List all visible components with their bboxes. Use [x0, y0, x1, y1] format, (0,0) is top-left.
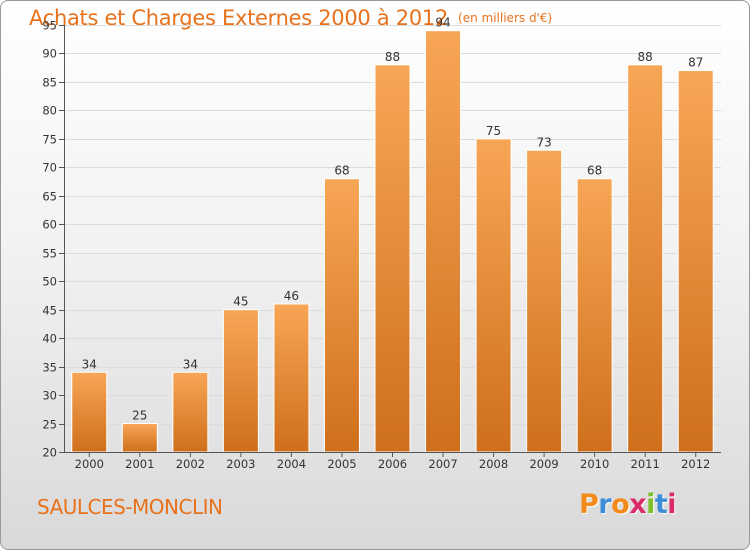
bar-2001[interactable] — [121, 423, 158, 453]
bar-2000[interactable] — [71, 371, 108, 453]
y-tick-label: 70 — [42, 161, 57, 175]
value-label: 34 — [82, 357, 97, 371]
x-tick-label: 2009 — [529, 457, 558, 471]
bar-2004[interactable] — [273, 303, 310, 453]
y-tick-label: 35 — [42, 361, 57, 375]
logo-letter: o — [611, 489, 630, 520]
value-label: 73 — [536, 135, 551, 149]
bar-2012[interactable] — [677, 70, 714, 453]
x-tick-label: 2010 — [580, 457, 609, 471]
bar-2005[interactable] — [323, 178, 360, 453]
x-tick-label: 2007 — [428, 457, 457, 471]
value-label: 34 — [183, 357, 198, 371]
x-tick-label: 2004 — [277, 457, 306, 471]
y-tick-label: 40 — [42, 332, 57, 346]
y-tick-label: 75 — [42, 133, 57, 147]
value-label: 45 — [233, 295, 248, 309]
x-tick-label: 2006 — [378, 457, 407, 471]
value-label: 94 — [435, 16, 450, 30]
x-tick-label: 2005 — [327, 457, 356, 471]
value-label: 68 — [587, 164, 602, 178]
bar-2009[interactable] — [526, 149, 563, 453]
logo-letter: i — [646, 489, 655, 520]
value-label: 46 — [284, 289, 299, 303]
x-tick-label: 2008 — [479, 457, 508, 471]
bar-2007[interactable] — [425, 30, 462, 453]
proxiti-logo[interactable]: Proxiti — [579, 489, 677, 520]
y-tick-label: 30 — [42, 389, 57, 403]
axes: 20 25 30 35 40 45 50 55 60 65 70 75 80 85 90 95 2000 2001… — [42, 19, 721, 471]
value-label: 88 — [385, 50, 400, 64]
value-label: 68 — [334, 164, 349, 178]
value-labels: 34 25 34 45 46 68 88 94 75 73 68 88 87 — [82, 16, 704, 423]
y-tick-label: 55 — [42, 247, 57, 261]
x-tick-label: 2001 — [125, 457, 154, 471]
y-tick-label: 80 — [42, 104, 57, 118]
x-tick-label: 2012 — [681, 457, 710, 471]
logo-letter: P — [579, 489, 599, 520]
logo-letter: r — [598, 489, 612, 520]
value-label: 75 — [486, 124, 501, 138]
y-tick-label: 85 — [42, 76, 57, 90]
y-tick-label: 20 — [42, 446, 57, 460]
x-tick-label: 2000 — [75, 457, 104, 471]
value-label: 88 — [638, 50, 653, 64]
bar-2008[interactable] — [475, 138, 512, 453]
value-label: 25 — [132, 409, 147, 423]
logo-letter: i — [667, 489, 677, 520]
logo-letter: x — [629, 489, 647, 520]
y-tick-label: 90 — [42, 47, 57, 61]
bar-2011[interactable] — [627, 64, 664, 453]
chart-subtitle: (en milliers d'€) — [458, 11, 553, 25]
y-tick-label: 25 — [42, 418, 57, 432]
value-label: 87 — [688, 56, 703, 70]
commune-name: SAULCES-MONCLIN — [37, 495, 223, 519]
y-tick-label: 60 — [42, 218, 57, 232]
bar-2010[interactable] — [576, 178, 613, 453]
bar-2003[interactable] — [222, 309, 259, 453]
y-tick-label: 45 — [42, 304, 57, 318]
bar-2002[interactable] — [172, 371, 209, 453]
bars — [71, 30, 714, 453]
y-tick-label: 95 — [42, 19, 57, 33]
bar-2006[interactable] — [374, 64, 411, 453]
y-tick-label: 65 — [42, 190, 57, 204]
logo-letter: t — [654, 489, 668, 520]
x-tick-label: 2002 — [176, 457, 205, 471]
x-tick-label: 2011 — [631, 457, 660, 471]
y-tick-label: 50 — [42, 275, 57, 289]
x-tick-label: 2003 — [226, 457, 255, 471]
